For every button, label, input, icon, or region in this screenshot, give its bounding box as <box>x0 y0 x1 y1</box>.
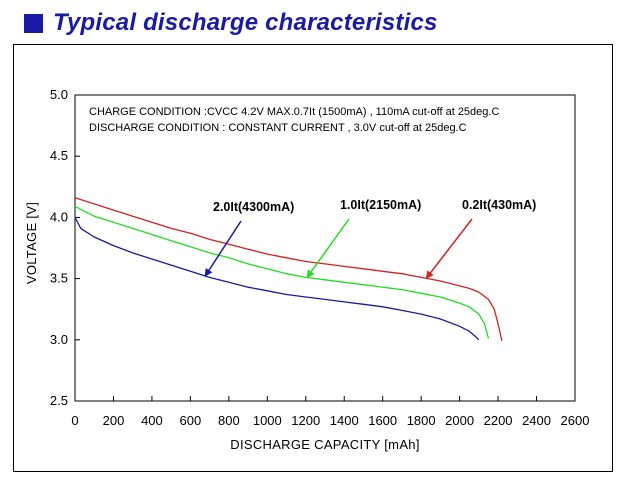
x-tick-label: 800 <box>218 413 240 428</box>
annotation-arrow-0 <box>204 220 242 277</box>
y-tick-label: 5.0 <box>50 87 68 102</box>
y-tick-label: 3.0 <box>50 332 68 347</box>
x-tick-label: 1600 <box>368 413 397 428</box>
y-tick-label: 3.5 <box>50 271 68 286</box>
annotation-label-2: 0.2It(430mA) <box>462 198 536 212</box>
chart-title: Typical discharge characteristics <box>53 9 438 36</box>
x-axis-ticks: 0 200 400 600 800 1000 1200 1400 1600 1800 2000 220… <box>71 396 589 428</box>
annotation-arrow-2 <box>425 218 473 280</box>
y-tick-label: 4.0 <box>50 209 68 224</box>
y-axis-title: VOLTAGE [V] <box>24 202 39 284</box>
series-line-0 <box>74 197 503 342</box>
title-square-icon <box>24 13 43 33</box>
x-tick-label: 1000 <box>253 413 282 428</box>
series-lines <box>74 197 503 342</box>
y-tick-label: 2.5 <box>50 393 68 408</box>
x-tick-label: 1200 <box>291 413 320 428</box>
chart-header: Typical discharge characteristics <box>24 6 438 40</box>
x-axis-title: DISCHARGE CAPACITY [mAh] <box>230 437 419 452</box>
annotation-arrow-1 <box>306 218 350 279</box>
x-tick-label: 2600 <box>561 413 590 428</box>
annotation-label-1: 1.0It(2150mA) <box>340 198 421 212</box>
x-tick-label: 0 <box>71 413 78 428</box>
x-tick-label: 2400 <box>522 413 551 428</box>
x-tick-label: 2000 <box>445 413 474 428</box>
discharge-condition-note: DISCHARGE CONDITION : CONSTANT CURRENT ,… <box>89 122 467 134</box>
x-tick-label: 2200 <box>484 413 513 428</box>
charge-condition-note: CHARGE CONDITION :CVCC 4.2V MAX.0.7It (1… <box>89 106 499 118</box>
annotation-label-0: 2.0It(4300mA) <box>213 200 294 214</box>
y-axis-ticks: 2.5 3.0 3.5 4.0 4.5 5.0 <box>50 87 80 408</box>
series-line-2 <box>74 217 480 341</box>
series-annotations: 2.0It(4300mA) 1.0It(2150mA) 0.2It(430mA) <box>204 198 536 280</box>
x-tick-label: 400 <box>141 413 163 428</box>
y-tick-label: 4.5 <box>50 148 68 163</box>
x-tick-label: 600 <box>180 413 202 428</box>
chart-frame <box>13 44 613 472</box>
plot-area <box>74 94 576 402</box>
x-tick-label: 200 <box>103 413 125 428</box>
x-tick-label: 1400 <box>330 413 359 428</box>
series-line-1 <box>74 205 490 339</box>
x-tick-label: 1800 <box>407 413 436 428</box>
